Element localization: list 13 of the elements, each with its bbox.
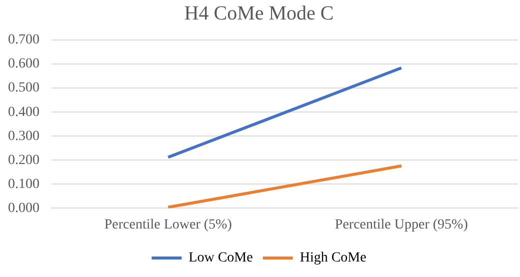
y-tick-label: 0.000 <box>8 200 40 216</box>
y-tick-label: 0.200 <box>8 152 40 168</box>
y-tick-label: 0.300 <box>8 128 40 144</box>
x-tick-label: Percentile Upper (95%) <box>334 217 468 232</box>
y-tick-label: 0.600 <box>8 56 40 72</box>
y-tick-label: 0.500 <box>8 80 40 96</box>
y-tick-label: 0.400 <box>8 104 40 120</box>
y-tick-label: 0.700 <box>8 32 40 48</box>
chart-title: H4 CoMe Mode C <box>184 2 334 24</box>
x-tick-label: Percentile Lower (5%) <box>104 217 232 232</box>
legend-label: High CoMe <box>300 250 366 266</box>
legend-label: Low CoMe <box>188 250 253 266</box>
y-tick-label: 0.100 <box>8 176 40 192</box>
